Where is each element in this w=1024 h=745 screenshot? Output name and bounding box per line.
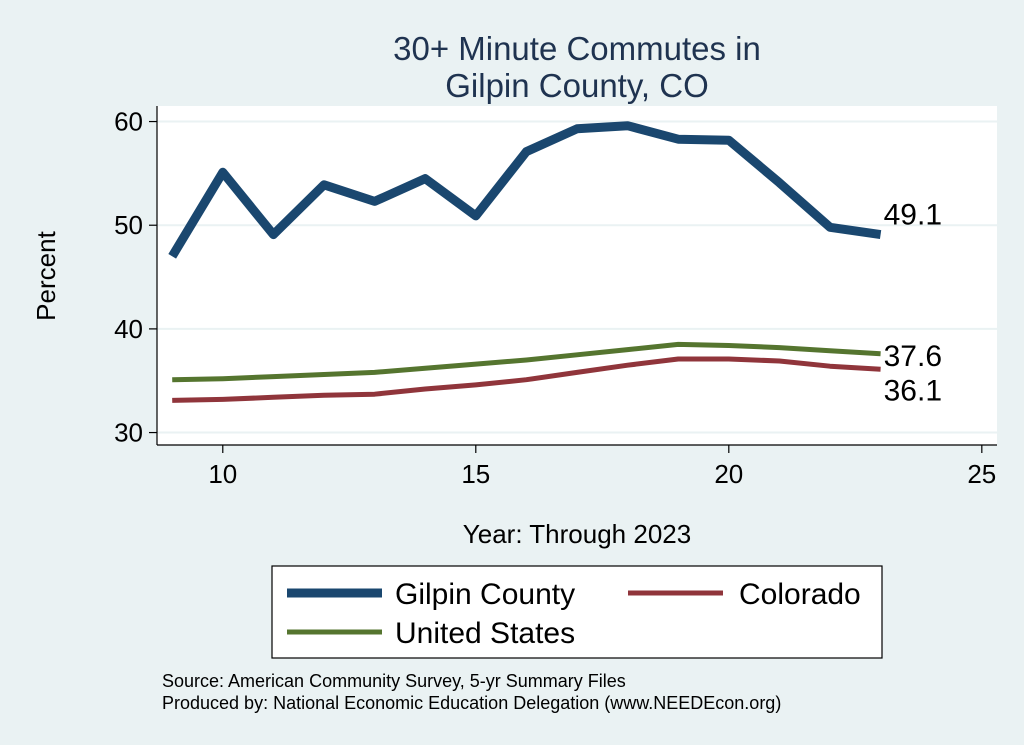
axes [156,106,997,446]
series-line-colorado [172,356,881,403]
x-tick-label-10: 10 [208,459,237,489]
chart-title-line-1: 30+ Minute Commutes in [393,30,761,67]
series-lines [168,121,882,403]
x-tick-label-25: 25 [967,459,996,489]
y-tick-label-30: 30 [114,418,143,448]
plot-area [157,106,997,445]
y-tick-label-40: 40 [114,314,143,344]
chart-title-line-2: Gilpin County, CO [445,67,708,104]
y-tick-label-60: 60 [114,107,143,137]
y-tick-label-50: 50 [114,210,143,240]
series-line-gilpin-county [168,121,882,259]
legend-label-colorado: Colorado [739,578,861,611]
legend-label-gilpin-county: Gilpin County [395,578,575,611]
y-axis-title: Percent [31,230,61,320]
produced-by-note: Produced by: National Economic Education… [162,693,781,713]
gridlines [157,120,997,434]
source-note: Source: American Community Survey, 5-yr … [162,671,626,691]
legend: Gilpin County Colorado United States [271,565,883,659]
end-label-gilpin-county: 49.1 [884,199,942,232]
ticks: 30 40 50 60 10 15 20 25 [114,107,996,489]
x-axis-title: Year: Through 2023 [463,519,691,549]
legend-label-united-states: United States [395,617,575,650]
x-tick-label-20: 20 [714,459,743,489]
series-line-united-states [172,341,881,383]
end-labels: 49.1 36.137.6 [884,199,942,408]
end-label-colorado: 36.1 [884,374,942,407]
x-tick-label-15: 15 [461,459,490,489]
end-label-united-states: 37.6 [884,340,942,373]
legend-box [271,565,883,659]
